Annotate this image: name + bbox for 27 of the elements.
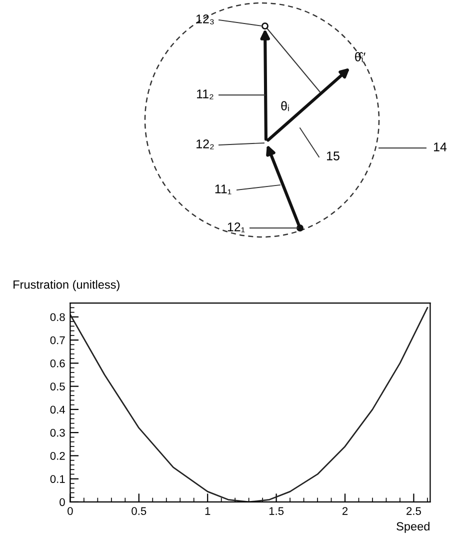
y-tick-label: 0.2 xyxy=(50,452,65,460)
y-tick-label: 0.3 xyxy=(50,428,65,437)
x-axis-title: Speed xyxy=(396,522,430,533)
text: 12₃ xyxy=(196,14,214,24)
x-tick-label: 1 xyxy=(205,507,210,515)
x-tick-label: 0 xyxy=(68,507,73,515)
y-axis-title: Frustration (unitless) xyxy=(14,280,120,292)
y-tick-label: 0 xyxy=(60,498,65,506)
y-tick-label: 0.4 xyxy=(50,406,66,414)
text: 15 xyxy=(327,152,340,160)
x-tick-label: 1.5 xyxy=(269,507,284,515)
y-tick-label: 0.8 xyxy=(50,313,65,322)
y-tick-label: 0.5 xyxy=(50,382,65,390)
x-tick-label: 0.5 xyxy=(132,507,146,515)
y-tick-label: 0.7 xyxy=(50,336,65,344)
x-tick-label: 2.5 xyxy=(406,507,421,515)
text: 11₁ xyxy=(215,184,232,194)
y-tick-label: 0.6 xyxy=(50,359,65,368)
text: 12₁ xyxy=(228,222,245,232)
text: 14 xyxy=(434,142,447,152)
line-series xyxy=(70,306,428,502)
text: 12₂ xyxy=(196,140,214,150)
text: 11₂ xyxy=(197,90,214,100)
x-tick-label: 2 xyxy=(342,507,348,515)
text: θᵢ xyxy=(281,101,289,112)
text: θ̂ᵢ′ xyxy=(355,52,366,62)
y-tick-label: 0.1 xyxy=(50,475,65,483)
